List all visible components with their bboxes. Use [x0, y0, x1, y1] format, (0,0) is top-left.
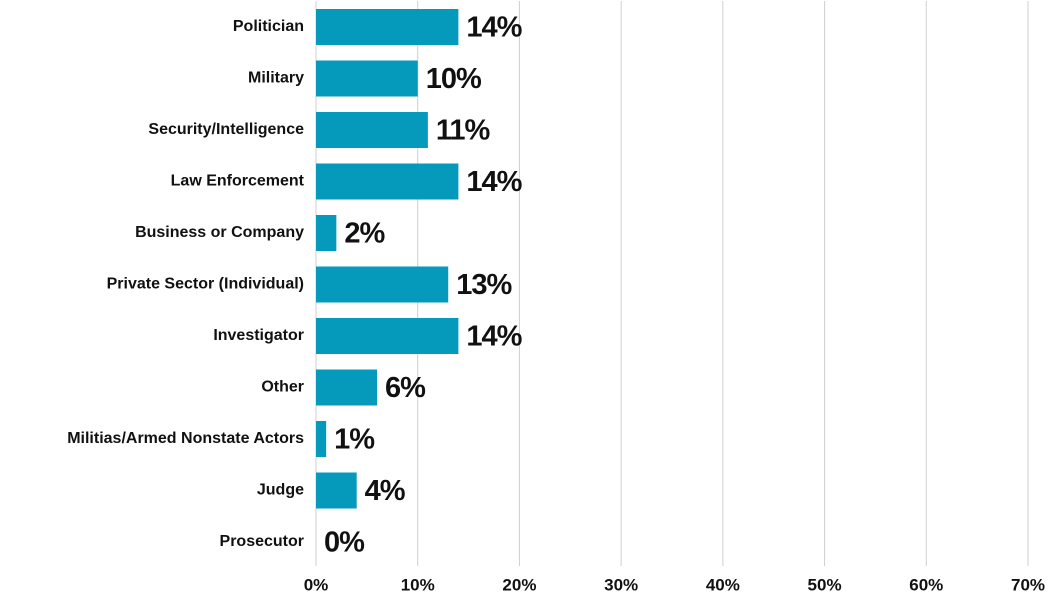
x-tick-label: 40%	[706, 575, 740, 594]
x-tick-label: 60%	[909, 575, 943, 594]
data-label: 1%	[334, 424, 375, 456]
y-tick-label: Politician	[233, 18, 304, 35]
y-tick-label: Law Enforcement	[171, 173, 305, 190]
data-label: 2%	[344, 218, 385, 250]
bar	[316, 163, 459, 200]
x-tick-label: 0%	[304, 575, 329, 594]
x-tick-label: 70%	[1011, 575, 1045, 594]
data-label: 10%	[426, 63, 482, 95]
data-label: 13%	[456, 269, 512, 301]
y-tick-label: Investigator	[213, 327, 304, 344]
bar	[316, 318, 459, 354]
x-tick-label: 30%	[604, 575, 638, 594]
data-label: 11%	[436, 115, 491, 147]
y-tick-label: Private Sector (Individual)	[107, 276, 304, 293]
y-tick-label: Judge	[257, 482, 304, 499]
data-label: 14%	[466, 12, 522, 44]
y-tick-label: Other	[261, 379, 304, 396]
bar	[316, 369, 378, 406]
y-tick-label: Military	[248, 70, 304, 87]
data-label: 4%	[365, 475, 406, 507]
x-tick-label: 50%	[808, 575, 842, 594]
bar	[316, 9, 459, 45]
data-label: 14%	[466, 166, 522, 198]
y-tick-label: Security/Intelligence	[148, 121, 304, 138]
bar	[316, 421, 327, 457]
bar	[316, 472, 357, 509]
y-tick-label: Prosecutor	[220, 533, 304, 550]
x-tick-label: 20%	[502, 575, 536, 594]
x-tick-label: 10%	[401, 575, 435, 594]
bar	[316, 266, 449, 303]
y-tick-label: Militias/Armed Nonstate Actors	[67, 430, 304, 447]
bar	[316, 112, 428, 148]
data-label: 14%	[466, 321, 522, 353]
data-label: 0%	[324, 527, 365, 559]
y-tick-label: Business or Company	[135, 224, 304, 241]
bar	[316, 60, 418, 97]
data-label: 6%	[385, 372, 426, 404]
bar	[316, 215, 337, 251]
